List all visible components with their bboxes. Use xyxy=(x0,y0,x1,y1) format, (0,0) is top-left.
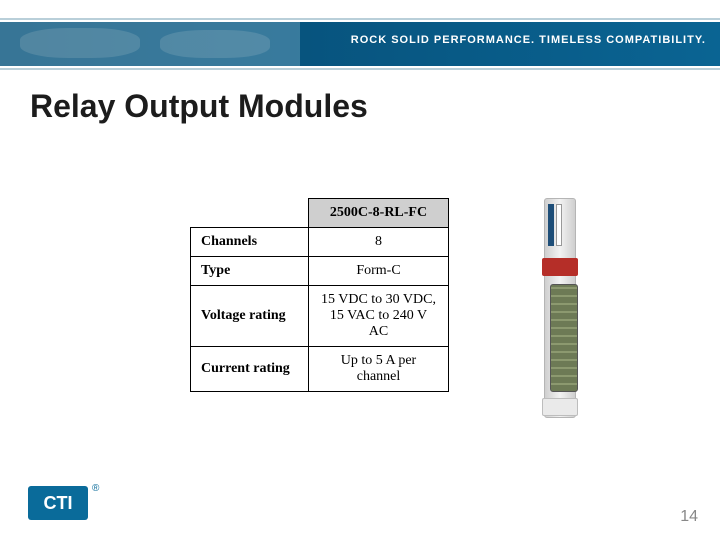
table-value: Up to 5 A per channel xyxy=(309,347,449,392)
table-row: Type Form-C xyxy=(191,257,449,286)
table-header-row: 2500C-8-RL-FC xyxy=(191,199,449,228)
banner-map-overlay xyxy=(0,22,300,66)
header-banner: ROCK SOLID PERFORMANCE. TIMELESS COMPATI… xyxy=(0,22,720,66)
table-header-blank xyxy=(191,199,309,228)
table-header-value: 2500C-8-RL-FC xyxy=(309,199,449,228)
table-row: Voltage rating 15 VDC to 30 VDC, 15 VAC … xyxy=(191,286,449,347)
table-value: Form-C xyxy=(309,257,449,286)
header-tagline: ROCK SOLID PERFORMANCE. TIMELESS COMPATI… xyxy=(351,34,706,46)
table-row: Current rating Up to 5 A per channel xyxy=(191,347,449,392)
table-label: Voltage rating xyxy=(191,286,309,347)
module-connector-block xyxy=(550,284,578,392)
module-label-strip-white xyxy=(556,204,562,246)
slide: ROCK SOLID PERFORMANCE. TIMELESS COMPATI… xyxy=(0,0,720,540)
table-label: Current rating xyxy=(191,347,309,392)
table-label: Channels xyxy=(191,228,309,257)
footer-trademark: ® xyxy=(92,483,99,494)
table-row: Channels 8 xyxy=(191,228,449,257)
page-number: 14 xyxy=(680,508,698,526)
module-foot xyxy=(542,398,578,416)
table-value: 8 xyxy=(309,228,449,257)
table-value: 15 VDC to 30 VDC, 15 VAC to 240 V AC xyxy=(309,286,449,347)
module-label-strip xyxy=(548,204,554,246)
spec-table: 2500C-8-RL-FC Channels 8 Type Form-C Vol… xyxy=(190,198,449,392)
product-image xyxy=(530,198,590,418)
banner-divider-top xyxy=(0,18,720,20)
banner-divider-bottom xyxy=(0,68,720,70)
table-label: Type xyxy=(191,257,309,286)
module-red-band xyxy=(542,258,578,276)
footer-logo: CTI xyxy=(28,486,88,520)
page-title: Relay Output Modules xyxy=(30,88,368,125)
